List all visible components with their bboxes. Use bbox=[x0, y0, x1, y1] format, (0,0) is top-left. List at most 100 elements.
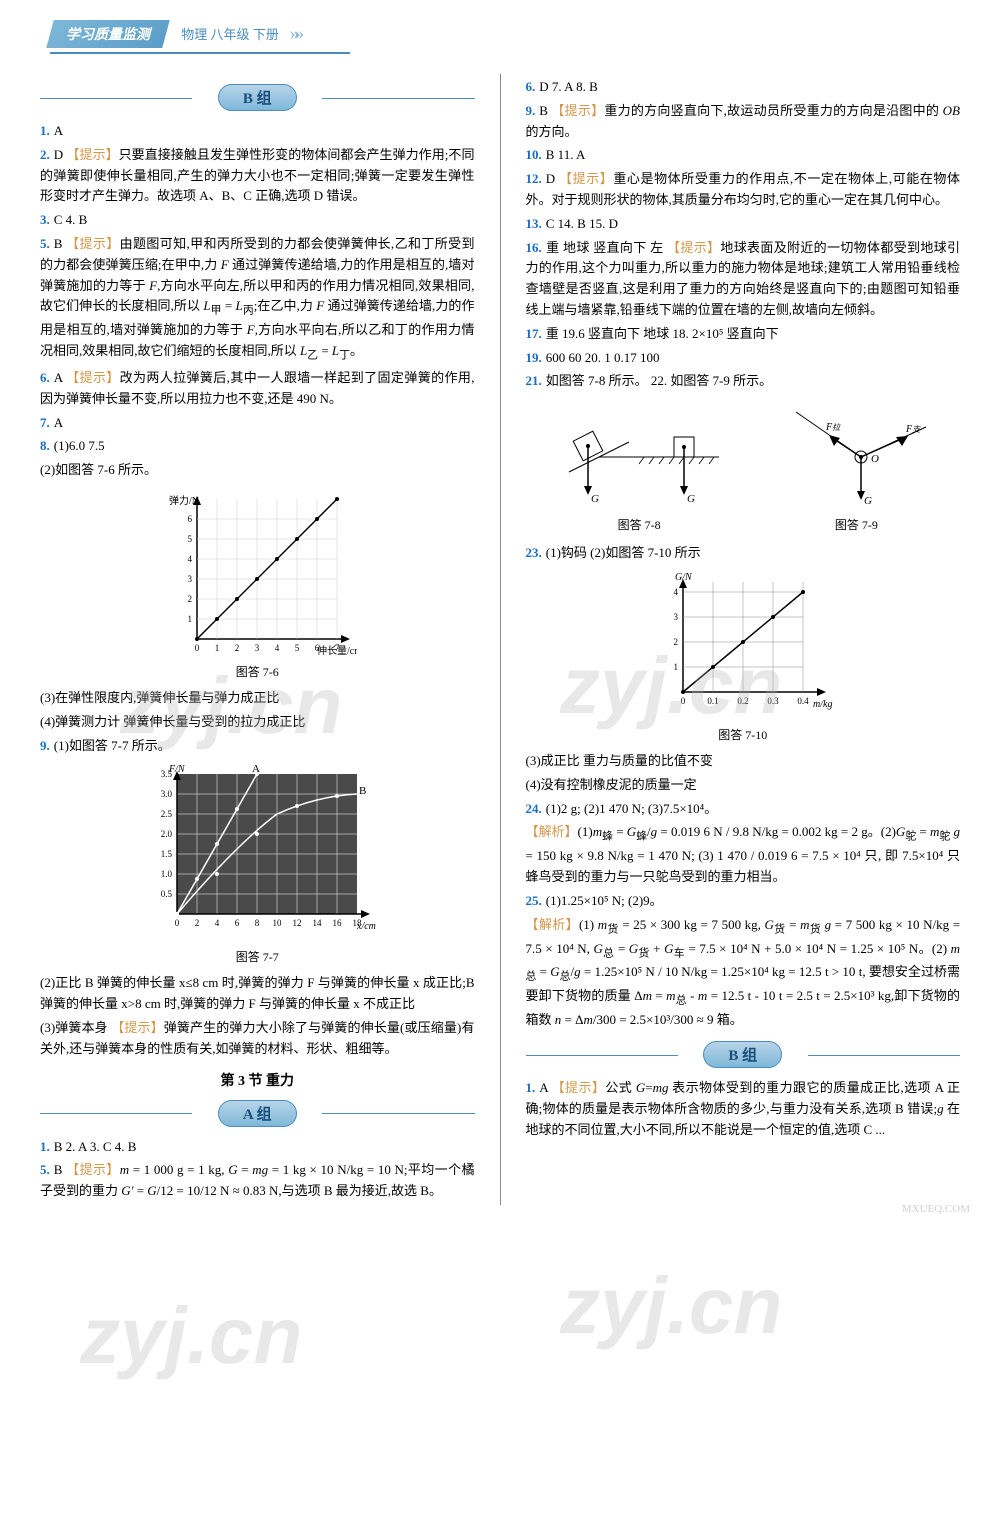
answer-item: 16.重 地球 竖直向下 左 【提示】地球表面及附近的一切物体都受到地球引力的作… bbox=[526, 238, 961, 321]
answer-item: 13.C 14. B 15. D bbox=[526, 214, 961, 235]
column-divider bbox=[500, 74, 501, 1205]
right-column: 6.D 7. A 8. B 9.B 【提示】重力的方向竖直向下,故运动员所受重力… bbox=[526, 74, 961, 1205]
svg-text:12: 12 bbox=[293, 918, 302, 928]
group-a-header: A 组 bbox=[40, 1100, 475, 1127]
answer-item: 6.D 7. A 8. B bbox=[526, 77, 961, 98]
answer-item: 10.B 11. A bbox=[526, 145, 961, 166]
group-a-label: A 组 bbox=[218, 1100, 297, 1127]
answer-text: D 【提示】重心是物体所受重力的作用点,不一定在物体上,可能在物体外。对于规则形… bbox=[526, 171, 961, 207]
header-label: 学习质量监测 bbox=[66, 24, 150, 44]
header-rule bbox=[50, 52, 350, 54]
svg-text:O: O bbox=[871, 453, 879, 465]
answer-item: (2)如图答 7-6 所示。 bbox=[40, 460, 475, 481]
answer-item: 8.(1)6.0 7.5 bbox=[40, 436, 475, 457]
svg-text:F支: F支 bbox=[905, 424, 921, 435]
answer-item: 9.B 【提示】重力的方向竖直向下,故运动员所受重力的方向是沿图中的 OB 的方… bbox=[526, 101, 961, 143]
chart-7-10: G/N m/kg 00.10.2 0.30.4 1234 bbox=[643, 572, 843, 722]
corner-stamp: MXUEQ.COM bbox=[902, 1203, 970, 1215]
svg-text:5: 5 bbox=[295, 643, 300, 653]
svg-text:3.5: 3.5 bbox=[161, 769, 173, 779]
svg-text:1: 1 bbox=[188, 614, 193, 624]
svg-text:6: 6 bbox=[188, 514, 193, 524]
answer-item: 5.B 【提示】m = 1 000 g = 1 kg, G = mg = 1 k… bbox=[40, 1160, 475, 1202]
svg-text:1.5: 1.5 bbox=[161, 849, 173, 859]
svg-text:10: 10 bbox=[273, 918, 283, 928]
svg-text:2: 2 bbox=[195, 918, 200, 928]
svg-text:14: 14 bbox=[313, 918, 323, 928]
svg-text:4: 4 bbox=[188, 554, 193, 564]
fig-7-6-caption: 图答 7-6 bbox=[40, 663, 475, 680]
arrow-decoration: »» bbox=[290, 23, 300, 44]
answer-item: 25.(1)1.25×10⁵ N; (2)9。 bbox=[526, 891, 961, 912]
figure-7-7: F/N x/cm 024 6810 121416 18 0.51.01.5 2.… bbox=[40, 764, 475, 965]
answer-item: 1.A 【提示】公式 G=mg 表示物体受到的重力跟它的质量成正比,选项 A 正… bbox=[526, 1078, 961, 1140]
fig-7-8-caption: 图答 7-8 bbox=[549, 516, 729, 533]
svg-text:1: 1 bbox=[215, 643, 220, 653]
svg-text:4: 4 bbox=[215, 918, 220, 928]
group-b-right-header: B 组 bbox=[526, 1041, 961, 1068]
svg-text:2.5: 2.5 bbox=[161, 809, 173, 819]
answer-item: 12.D 【提示】重心是物体所受重力的作用点,不一定在物体上,可能在物体外。对于… bbox=[526, 169, 961, 211]
header-label-box: 学习质量监测 bbox=[46, 20, 170, 48]
svg-text:F拉: F拉 bbox=[825, 422, 841, 433]
svg-text:0.1: 0.1 bbox=[707, 696, 718, 706]
svg-text:3: 3 bbox=[673, 612, 678, 622]
svg-text:0: 0 bbox=[195, 643, 200, 653]
svg-text:2: 2 bbox=[235, 643, 240, 653]
answer-item: 19.600 60 20. 1 0.17 100 bbox=[526, 348, 961, 369]
answer-text: D 【提示】只要直接接触且发生弹性形变的物体间都会产生弹力作用;不同的弹簧即使伸… bbox=[40, 147, 475, 204]
svg-text:16: 16 bbox=[333, 918, 343, 928]
svg-text:0: 0 bbox=[681, 696, 686, 706]
answer-item: 1.A bbox=[40, 121, 475, 142]
answer-text: 重 地球 竖直向下 左 【提示】地球表面及附近的一切物体都受到地球引力的作用,这… bbox=[526, 240, 961, 317]
svg-text:G/N: G/N bbox=[675, 572, 693, 583]
answer-item: (2)正比 B 弹簧的伸长量 x≤8 cm 时,弹簧的弹力 F 与弹簧的伸长量 … bbox=[40, 973, 475, 1015]
answer-item: 3.C 4. B bbox=[40, 210, 475, 231]
svg-text:4: 4 bbox=[275, 643, 280, 653]
answer-text: B 【提示】重力的方向竖直向下,故运动员所受重力的方向是沿图中的 OB 的方向。 bbox=[526, 103, 960, 139]
figure-7-6: 弹力/N 伸长量/cm 012 345 67 bbox=[40, 489, 475, 680]
svg-text:6: 6 bbox=[315, 643, 320, 653]
answer-item: 6.A 【提示】改为两人拉弹簧后,其中一人跟墙一样起到了固定弹簧的作用,因为弹簧… bbox=[40, 368, 475, 410]
svg-text:3: 3 bbox=[188, 574, 193, 584]
answer-text: B 【提示】m = 1 000 g = 1 kg, G = mg = 1 kg … bbox=[40, 1162, 474, 1198]
answer-text: A 【提示】公式 G=mg 表示物体受到的重力跟它的质量成正比,选项 A 正确;… bbox=[526, 1080, 961, 1137]
svg-text:G: G bbox=[591, 493, 599, 505]
fig-7-10-caption: 图答 7-10 bbox=[526, 726, 961, 743]
fig-7-7-caption: 图答 7-7 bbox=[40, 948, 475, 965]
answer-item: 9.(1)如图答 7-7 所示。 bbox=[40, 736, 475, 757]
svg-text:6: 6 bbox=[235, 918, 240, 928]
figure-7-9: O F拉 F支 G 图答 7-9 bbox=[776, 402, 936, 533]
svg-text:1: 1 bbox=[673, 662, 678, 672]
svg-text:B: B bbox=[359, 785, 366, 797]
answer-text: 【解析】(1) m货 = 25 × 300 kg = 7 500 kg, G货 … bbox=[526, 917, 961, 1028]
svg-text:2: 2 bbox=[188, 594, 193, 604]
svg-text:3: 3 bbox=[255, 643, 260, 653]
answer-item: 24.(1)2 g; (2)1 470 N; (3)7.5×10⁴。 bbox=[526, 799, 961, 820]
answer-item: 17.重 19.6 竖直向下 地球 18. 2×10⁵ 竖直向下 bbox=[526, 324, 961, 345]
answer-text: (3)弹簧本身 【提示】弹簧产生的弹力大小除了与弹簧的伸长量(或压缩量)有关外,… bbox=[40, 1020, 474, 1056]
answer-item: (4)弹簧测力计 弹簧伸长量与受到的拉力成正比 bbox=[40, 712, 475, 733]
svg-text:0.3: 0.3 bbox=[767, 696, 779, 706]
answer-item: (3)成正比 重力与质量的比值不变 bbox=[526, 751, 961, 772]
answer-item: 1.B 2. A 3. C 4. B bbox=[40, 1137, 475, 1158]
svg-text:G: G bbox=[687, 493, 695, 505]
page-header: 学习质量监测 物理 八年级 下册 »» bbox=[0, 0, 1000, 64]
watermark: zyj.cn bbox=[80, 1290, 302, 1382]
svg-text:5: 5 bbox=[188, 534, 193, 544]
svg-text:G: G bbox=[864, 495, 872, 507]
answer-item: (3)在弹性限度内,弹簧伸长量与弹力成正比 bbox=[40, 688, 475, 709]
svg-text:8: 8 bbox=[255, 918, 260, 928]
watermark: zyj.cn bbox=[560, 1260, 782, 1352]
figures-7-8-7-9: G G 图答 7-8 O bbox=[526, 402, 961, 533]
answer-item: (3)弹簧本身 【提示】弹簧产生的弹力大小除了与弹簧的伸长量(或压缩量)有关外,… bbox=[40, 1018, 475, 1060]
header-subject: 物理 八年级 下册 bbox=[181, 24, 279, 43]
figure-7-8: G G 图答 7-8 bbox=[549, 402, 729, 533]
answer-item: 23.(1)钩码 (2)如图答 7-10 所示 bbox=[526, 543, 961, 564]
left-column: B 组 1.A 2.D 【提示】只要直接接触且发生弹性形变的物体间都会产生弹力作… bbox=[40, 74, 475, 1205]
chart-7-7: F/N x/cm 024 6810 121416 18 0.51.01.5 2.… bbox=[137, 764, 377, 944]
section-3-title: 第 3 节 重力 bbox=[40, 1070, 475, 1090]
fig-7-9-caption: 图答 7-9 bbox=[776, 516, 936, 533]
answer-item: 5.B 【提示】由题图可知,甲和丙所受到的力都会使弹簧伸长,乙和丁所受到的力都会… bbox=[40, 234, 475, 365]
answer-item: 7.A bbox=[40, 413, 475, 434]
